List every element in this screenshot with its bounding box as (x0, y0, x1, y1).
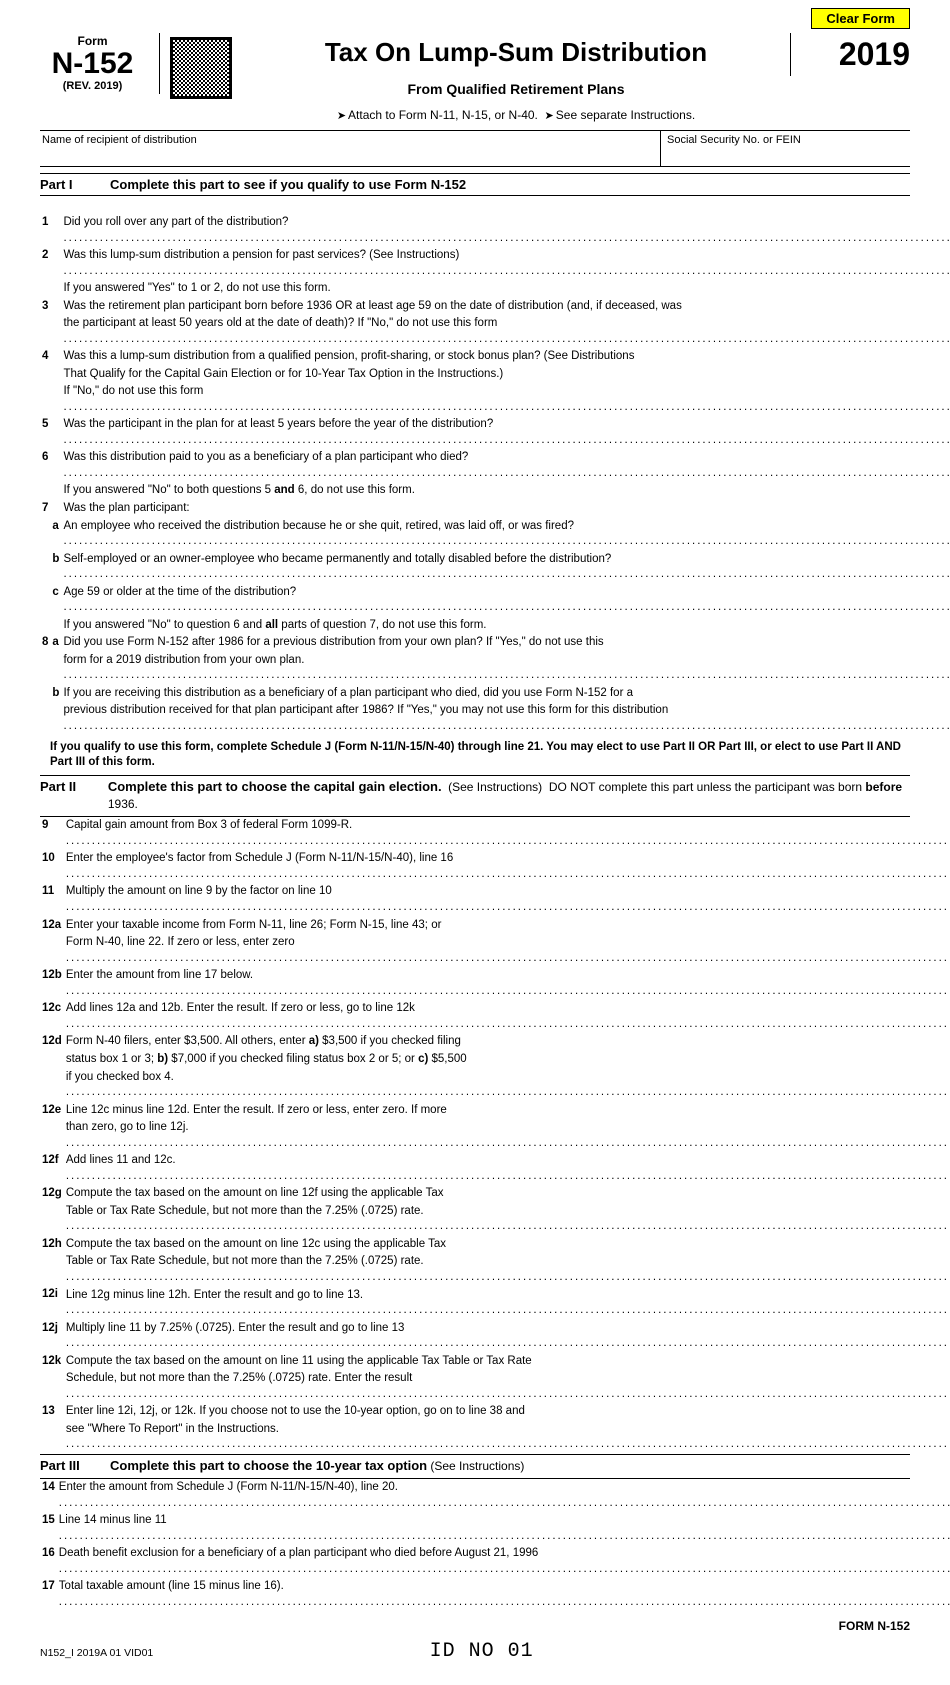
line-4: 4Was this a lump-sum distribution from a… (40, 348, 950, 366)
recipient-name-field[interactable]: Name of recipient of distribution (40, 131, 660, 166)
line-12h: 12hCompute the tax based on the amount o… (40, 1236, 950, 1254)
line-13: 13Enter line 12i, 12j, or 12k. If you ch… (40, 1403, 950, 1421)
line-12b: 12bEnter the amount from line 17 below. … (40, 967, 950, 1000)
line-8b: bIf you are receiving this distribution … (40, 685, 950, 703)
form-number: N-152 (40, 49, 145, 79)
line-12e: 12eLine 12c minus line 12d. Enter the re… (40, 1102, 950, 1120)
line-12c: 12cAdd lines 12a and 12b. Enter the resu… (40, 1000, 950, 1033)
title-block: Tax On Lump-Sum Distribution From Qualif… (242, 33, 790, 124)
line-15: 15Line 14 minus line 11 15 (40, 1512, 950, 1545)
line-10: 10Enter the employee's factor from Sched… (40, 850, 950, 883)
line-17: 17Total taxable amount (line 15 minus li… (40, 1578, 950, 1611)
line-9: 9Capital gain amount from Box 3 of feder… (40, 817, 950, 850)
line-12k: 12kCompute the tax based on the amount o… (40, 1353, 950, 1371)
line-5: 5Was the participant in the plan for at … (40, 416, 950, 449)
line-6: 6Was this distribution paid to you as a … (40, 449, 950, 482)
line-2: 2 Was this lump-sum distribution a pensi… (40, 247, 950, 280)
ssn-field[interactable]: Social Security No. or FEIN (660, 131, 910, 166)
form-rev: (REV. 2019) (40, 79, 145, 94)
line-12i: 12iLine 12g minus line 12h. Enter the re… (40, 1286, 950, 1320)
part3-table: 14Enter the amount from Schedule J (Form… (40, 1479, 950, 1612)
part3-header: Part III Complete this part to choose th… (40, 1454, 910, 1479)
form-header: Form N-152 (REV. 2019) Tax On Lump-Sum D… (40, 33, 910, 131)
line-12g: 12gCompute the tax based on the amount o… (40, 1185, 950, 1203)
form-code-footer: FORM N-152 (839, 1618, 910, 1634)
line-7: 7Was the plan participant: (40, 500, 950, 518)
recipient-row: Name of recipient of distribution Social… (40, 131, 910, 167)
attach-note: Attach to Form N-11, N-15, or N-40. See … (242, 107, 790, 124)
line-12f: 12fAdd lines 11 and 12c. 12f (40, 1152, 950, 1185)
line-8a: 8aDid you use Form N-152 after 1986 for … (40, 634, 950, 652)
footer-left: N152_I 2019A 01 VID01 (40, 1646, 153, 1660)
id-number: ID NO 01 (153, 1638, 810, 1665)
page-footer: FORM N-152 (40, 1618, 910, 1634)
subtitle: From Qualified Retirement Plans (242, 80, 790, 99)
line-1: 1 Did you roll over any part of the dist… (40, 214, 950, 247)
line-16: 16Death benefit exclusion for a benefici… (40, 1545, 950, 1578)
part2-header: Part II Complete this part to choose the… (40, 776, 910, 817)
tax-year: 2019 (790, 33, 910, 76)
part1-table: Yes No 1 Did you roll over any part of t… (40, 196, 950, 736)
clear-form-button[interactable]: Clear Form (811, 8, 910, 29)
line-12j: 12jMultiply line 11 by 7.25% (.0725). En… (40, 1320, 950, 1353)
line-3: 3Was the retirement plan participant bor… (40, 298, 950, 316)
part1-header: Part I Complete this part to see if you … (40, 173, 910, 197)
part1-note: If you qualify to use this form, complet… (40, 736, 910, 776)
line-12d: 12dForm N-40 filers, enter $3,500. All o… (40, 1033, 950, 1051)
line-14: 14Enter the amount from Schedule J (Form… (40, 1479, 950, 1512)
line-11: 11Multiply the amount on line 9 by the f… (40, 883, 950, 917)
part2-table: 9Capital gain amount from Box 3 of feder… (40, 817, 950, 1455)
form-number-block: Form N-152 (REV. 2019) (40, 33, 160, 94)
qr-code (170, 37, 232, 99)
line-12a: 12aEnter your taxable income from Form N… (40, 917, 950, 935)
page-title: Tax On Lump-Sum Distribution (242, 35, 790, 70)
